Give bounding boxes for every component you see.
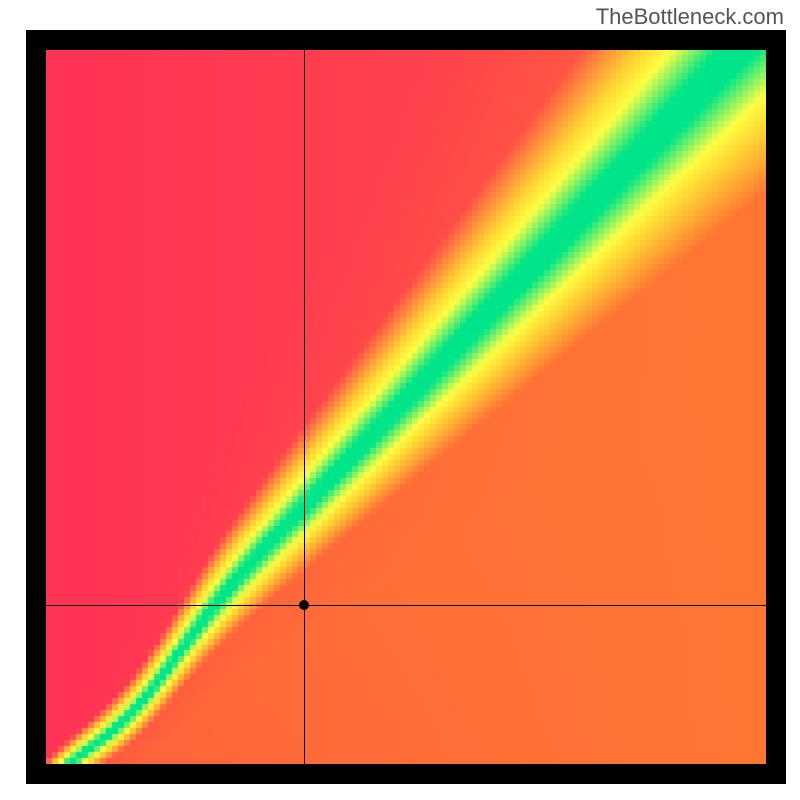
- crosshair-horizontal: [46, 605, 766, 606]
- crosshair-marker: [299, 600, 309, 610]
- crosshair-vertical: [304, 50, 305, 764]
- plot-area: [46, 50, 766, 764]
- chart-container: TheBottleneck.com: [0, 0, 800, 800]
- watermark-text: TheBottleneck.com: [596, 4, 784, 30]
- heatmap-canvas: [46, 50, 766, 764]
